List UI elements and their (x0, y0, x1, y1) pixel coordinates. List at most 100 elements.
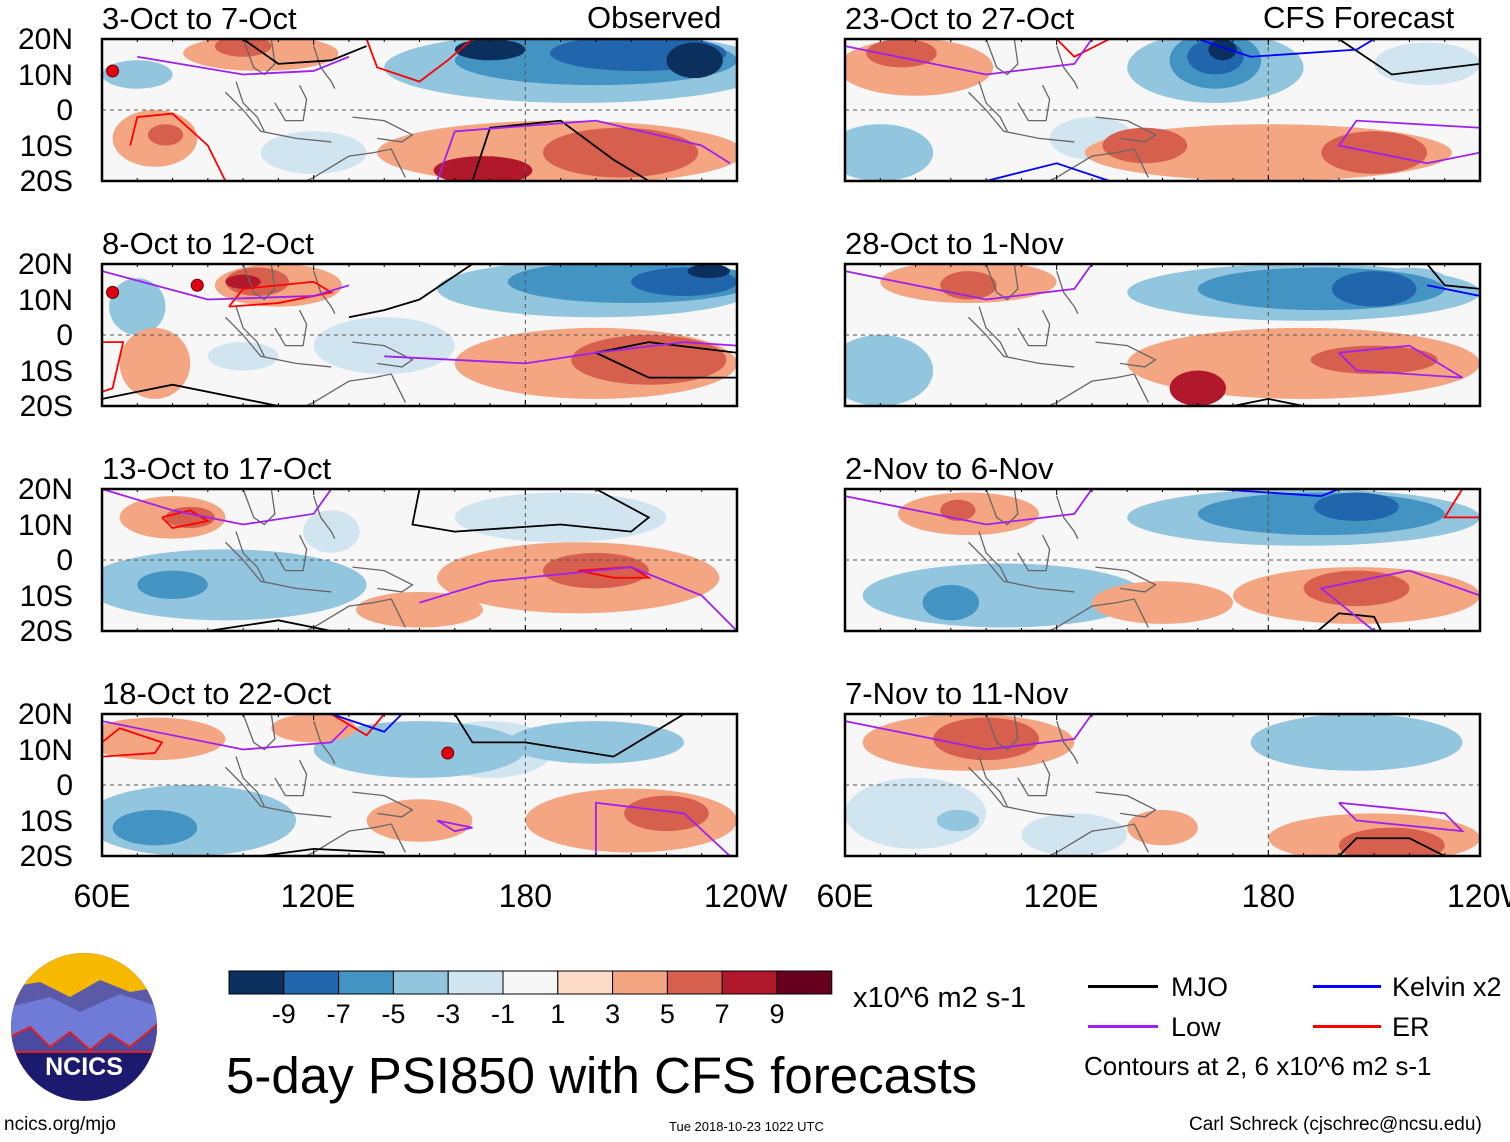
wave-contour (845, 264, 1093, 301)
colorbar-swatch (447, 970, 504, 995)
lat-label: 20S (19, 615, 73, 648)
colorbar-tick-label: -7 (327, 999, 351, 1029)
coastline (225, 766, 332, 818)
colorbar-tick-label: 3 (605, 999, 620, 1029)
legend-label-er: ER (1392, 1012, 1430, 1042)
wave-contour (1338, 801, 1465, 833)
wave-contour (1337, 119, 1480, 165)
wave-contour (594, 801, 731, 856)
lon-label: 120W (1447, 878, 1510, 914)
map-panel (100, 262, 739, 408)
anomaly-shading (1250, 714, 1463, 771)
map-panel (100, 37, 739, 183)
coastline (968, 541, 1075, 593)
tropical-cyclone-icon (190, 278, 204, 292)
anomaly-shading (922, 584, 980, 621)
wave-contour (411, 489, 651, 533)
panel-title: 18-Oct to 22-Oct (102, 676, 332, 711)
legend-line-er (1313, 1025, 1381, 1028)
coastline (985, 264, 1019, 301)
coastline (1046, 823, 1149, 856)
colorbar-units: x10^6 m2 s-1 (853, 982, 1027, 1014)
colorbar-tick-label: -9 (272, 999, 296, 1029)
wave-contour (595, 341, 737, 354)
coastline (1017, 534, 1051, 572)
map-panel (843, 712, 1482, 858)
coastline (1056, 495, 1079, 539)
lat-label: 20N (17, 473, 73, 506)
coastline (985, 714, 1019, 751)
coastline (1056, 720, 1079, 764)
lat-label: 10S (19, 129, 73, 163)
coastline (978, 756, 1008, 807)
wave-contour (1338, 344, 1463, 379)
lat-label: 10S (19, 804, 73, 838)
anomaly-shading (147, 124, 184, 146)
wave-contour (1197, 39, 1375, 58)
wave-contour (102, 383, 279, 406)
coastline (303, 598, 406, 631)
wave-contour (436, 119, 731, 181)
wave-contour (102, 720, 350, 751)
wave-contour (845, 39, 1093, 76)
coastline (1046, 148, 1149, 181)
wave-contour (419, 566, 737, 631)
panel-title: 2-Nov to 6-Nov (845, 451, 1054, 486)
panel-title: 8-Oct to 12-Oct (102, 226, 314, 261)
tropical-cyclone-icon (106, 285, 120, 299)
anomaly-shading (260, 131, 367, 174)
wave-contour (436, 819, 473, 833)
anomaly-shading (137, 570, 208, 600)
anomaly-shading (119, 327, 191, 399)
wave-contour (348, 264, 473, 319)
panel-title: 23-Oct to 27-Oct (845, 1, 1075, 36)
legend-label-kelvin: Kelvin x2 (1392, 972, 1502, 1002)
legend-line-low (1088, 1025, 1158, 1028)
logo-text: NCICS (45, 1053, 123, 1081)
colorbar-swatch (392, 970, 449, 995)
anomaly-shading (507, 721, 685, 764)
anomaly-shading (454, 39, 526, 61)
map-panel (843, 37, 1482, 183)
anomaly-shading (102, 549, 367, 621)
wave-contour (365, 39, 474, 83)
coastline (242, 39, 276, 76)
footer-url[interactable]: ncics.org/mjo (4, 1114, 116, 1135)
panel-title: 28-Oct to 1-Nov (845, 226, 1064, 261)
anomaly-shading (940, 499, 976, 521)
colorbar-tick-label: -5 (381, 999, 405, 1029)
legend-line-kelvin (1313, 985, 1381, 988)
map-panel (100, 712, 739, 858)
wave-contour (471, 119, 650, 181)
lat-label: 20S (19, 390, 73, 423)
coastline (313, 720, 336, 764)
lat-label: 10N (17, 508, 73, 542)
coastline (352, 791, 414, 818)
lat-label: 10N (17, 283, 73, 317)
lat-label: 0 (56, 769, 73, 802)
wave-contour (384, 341, 737, 365)
coastline (303, 373, 406, 406)
lat-label: 10N (17, 733, 73, 767)
anomaly-shading (845, 777, 987, 849)
anomaly-shading (845, 335, 934, 406)
anomaly-shading (666, 42, 723, 79)
coastline (978, 81, 1008, 132)
anomaly-shading (1091, 581, 1234, 624)
coastline (1017, 759, 1051, 797)
lon-label: 120E (1023, 878, 1099, 914)
colorbar-tick-label: -1 (491, 999, 515, 1029)
lon-label: 60E (73, 878, 131, 914)
wave-contour (845, 714, 1093, 751)
map-panel (100, 487, 739, 633)
coastline (274, 84, 308, 122)
wave-contour (1232, 397, 1304, 406)
coastline (352, 116, 414, 143)
legend-line-mjo (1088, 985, 1158, 988)
lon-label: 180 (1241, 878, 1296, 914)
wave-contour (595, 351, 737, 379)
lat-label: 10S (19, 579, 73, 613)
coastline (225, 316, 332, 368)
colorbar-swatch (721, 970, 778, 995)
